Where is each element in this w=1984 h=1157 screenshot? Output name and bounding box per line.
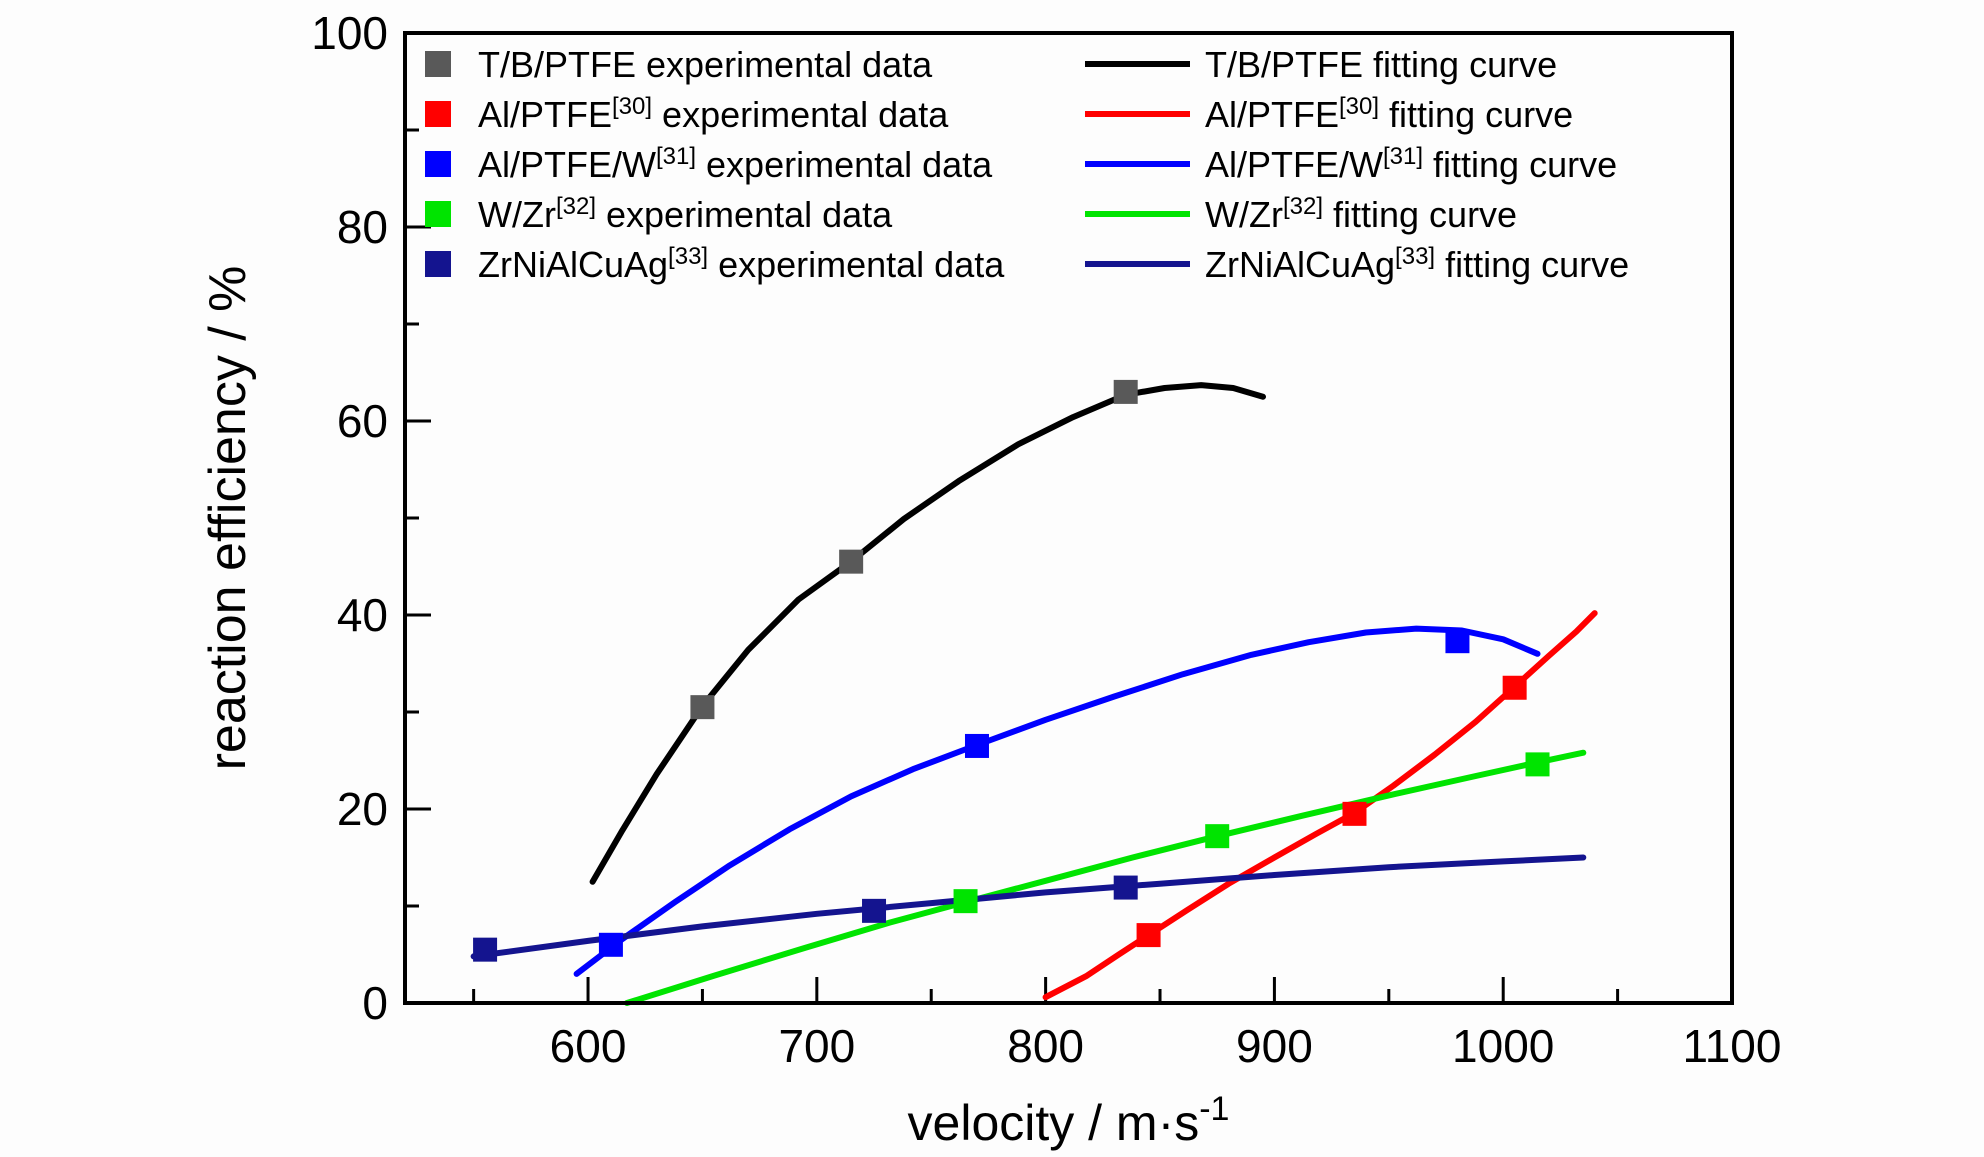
- y-tick-label: 40: [337, 589, 388, 641]
- zrnialcuag-data-point: [1113, 875, 1138, 900]
- w-zr-legend-exp-label: W/Zr[32] experimental data: [478, 193, 893, 235]
- al-ptfe-legend-exp-label: Al/PTFE[30] experimental data: [478, 93, 949, 135]
- x-axis-title: velocity / m·s-1: [908, 1090, 1230, 1151]
- x-tick-label: 600: [550, 1020, 627, 1072]
- al-ptfe-fitting-curve: [1042, 610, 1598, 1001]
- y-tick-label: 0: [362, 977, 388, 1029]
- y-tick-label: 20: [337, 783, 388, 835]
- zrnialcuag-data-point: [473, 937, 498, 962]
- x-tick-label: 700: [778, 1020, 855, 1072]
- al-ptfe-data-point: [1136, 923, 1161, 948]
- t-b-ptfe-legend-exp-label: T/B/PTFE experimental data: [478, 44, 933, 85]
- y-tick-label: 100: [311, 7, 388, 59]
- t-b-ptfe-legend-marker: [425, 51, 451, 77]
- y-axis-title: reaction efficiency / %: [199, 266, 257, 771]
- al-ptfe-w-legend-marker: [425, 151, 451, 177]
- y-tick-label: 60: [337, 395, 388, 447]
- t-b-ptfe-data-point: [690, 695, 715, 720]
- w-zr-fitting-curve: [623, 749, 1587, 1006]
- al-ptfe-w-legend-exp-label: Al/PTFE/W[31] experimental data: [478, 143, 993, 185]
- plot-frame: [403, 31, 1734, 1005]
- al-ptfe-legend-marker: [425, 101, 451, 127]
- zrnialcuag-legend-exp-label: ZrNiAlCuAg[33] experimental data: [478, 243, 1005, 285]
- t-b-ptfe-data-point: [1113, 379, 1138, 404]
- w-zr-data-point: [1205, 824, 1230, 849]
- al-ptfe-legend-fit-label: Al/PTFE[30] fitting curve: [1205, 93, 1573, 135]
- al-ptfe-data-point: [1342, 801, 1367, 826]
- x-tick-label: 1000: [1452, 1020, 1554, 1072]
- al-ptfe-data-point: [1502, 675, 1527, 700]
- al-ptfe-w-data-point: [598, 932, 623, 957]
- al-ptfe-w-data-point: [964, 733, 989, 758]
- w-zr-data-point: [953, 889, 978, 914]
- al-ptfe-w-data-point: [1445, 629, 1470, 654]
- x-tick-label: 1100: [1683, 1020, 1782, 1072]
- t-b-ptfe-fitting-curve: [589, 382, 1266, 885]
- w-zr-legend-fit-label: W/Zr[32] fitting curve: [1205, 193, 1517, 235]
- al-ptfe-w-legend-fit-label: Al/PTFE/W[31] fitting curve: [1205, 143, 1617, 185]
- zrnialcuag-fitting-curve: [470, 854, 1587, 960]
- al-ptfe-w-fitting-curve: [573, 625, 1541, 977]
- zrnialcuag-legend-marker: [425, 251, 451, 277]
- t-b-ptfe-data-point: [839, 549, 864, 574]
- x-tick-label: 900: [1236, 1020, 1313, 1072]
- zrnialcuag-data-point: [862, 898, 887, 923]
- w-zr-legend-marker: [425, 201, 451, 227]
- w-zr-data-point: [1525, 752, 1550, 777]
- x-tick-label: 800: [1007, 1020, 1084, 1072]
- zrnialcuag-legend-fit-label: ZrNiAlCuAg[33] fitting curve: [1205, 243, 1629, 285]
- t-b-ptfe-legend-fit-label: T/B/PTFE fitting curve: [1205, 44, 1557, 85]
- y-tick-label: 80: [337, 201, 388, 253]
